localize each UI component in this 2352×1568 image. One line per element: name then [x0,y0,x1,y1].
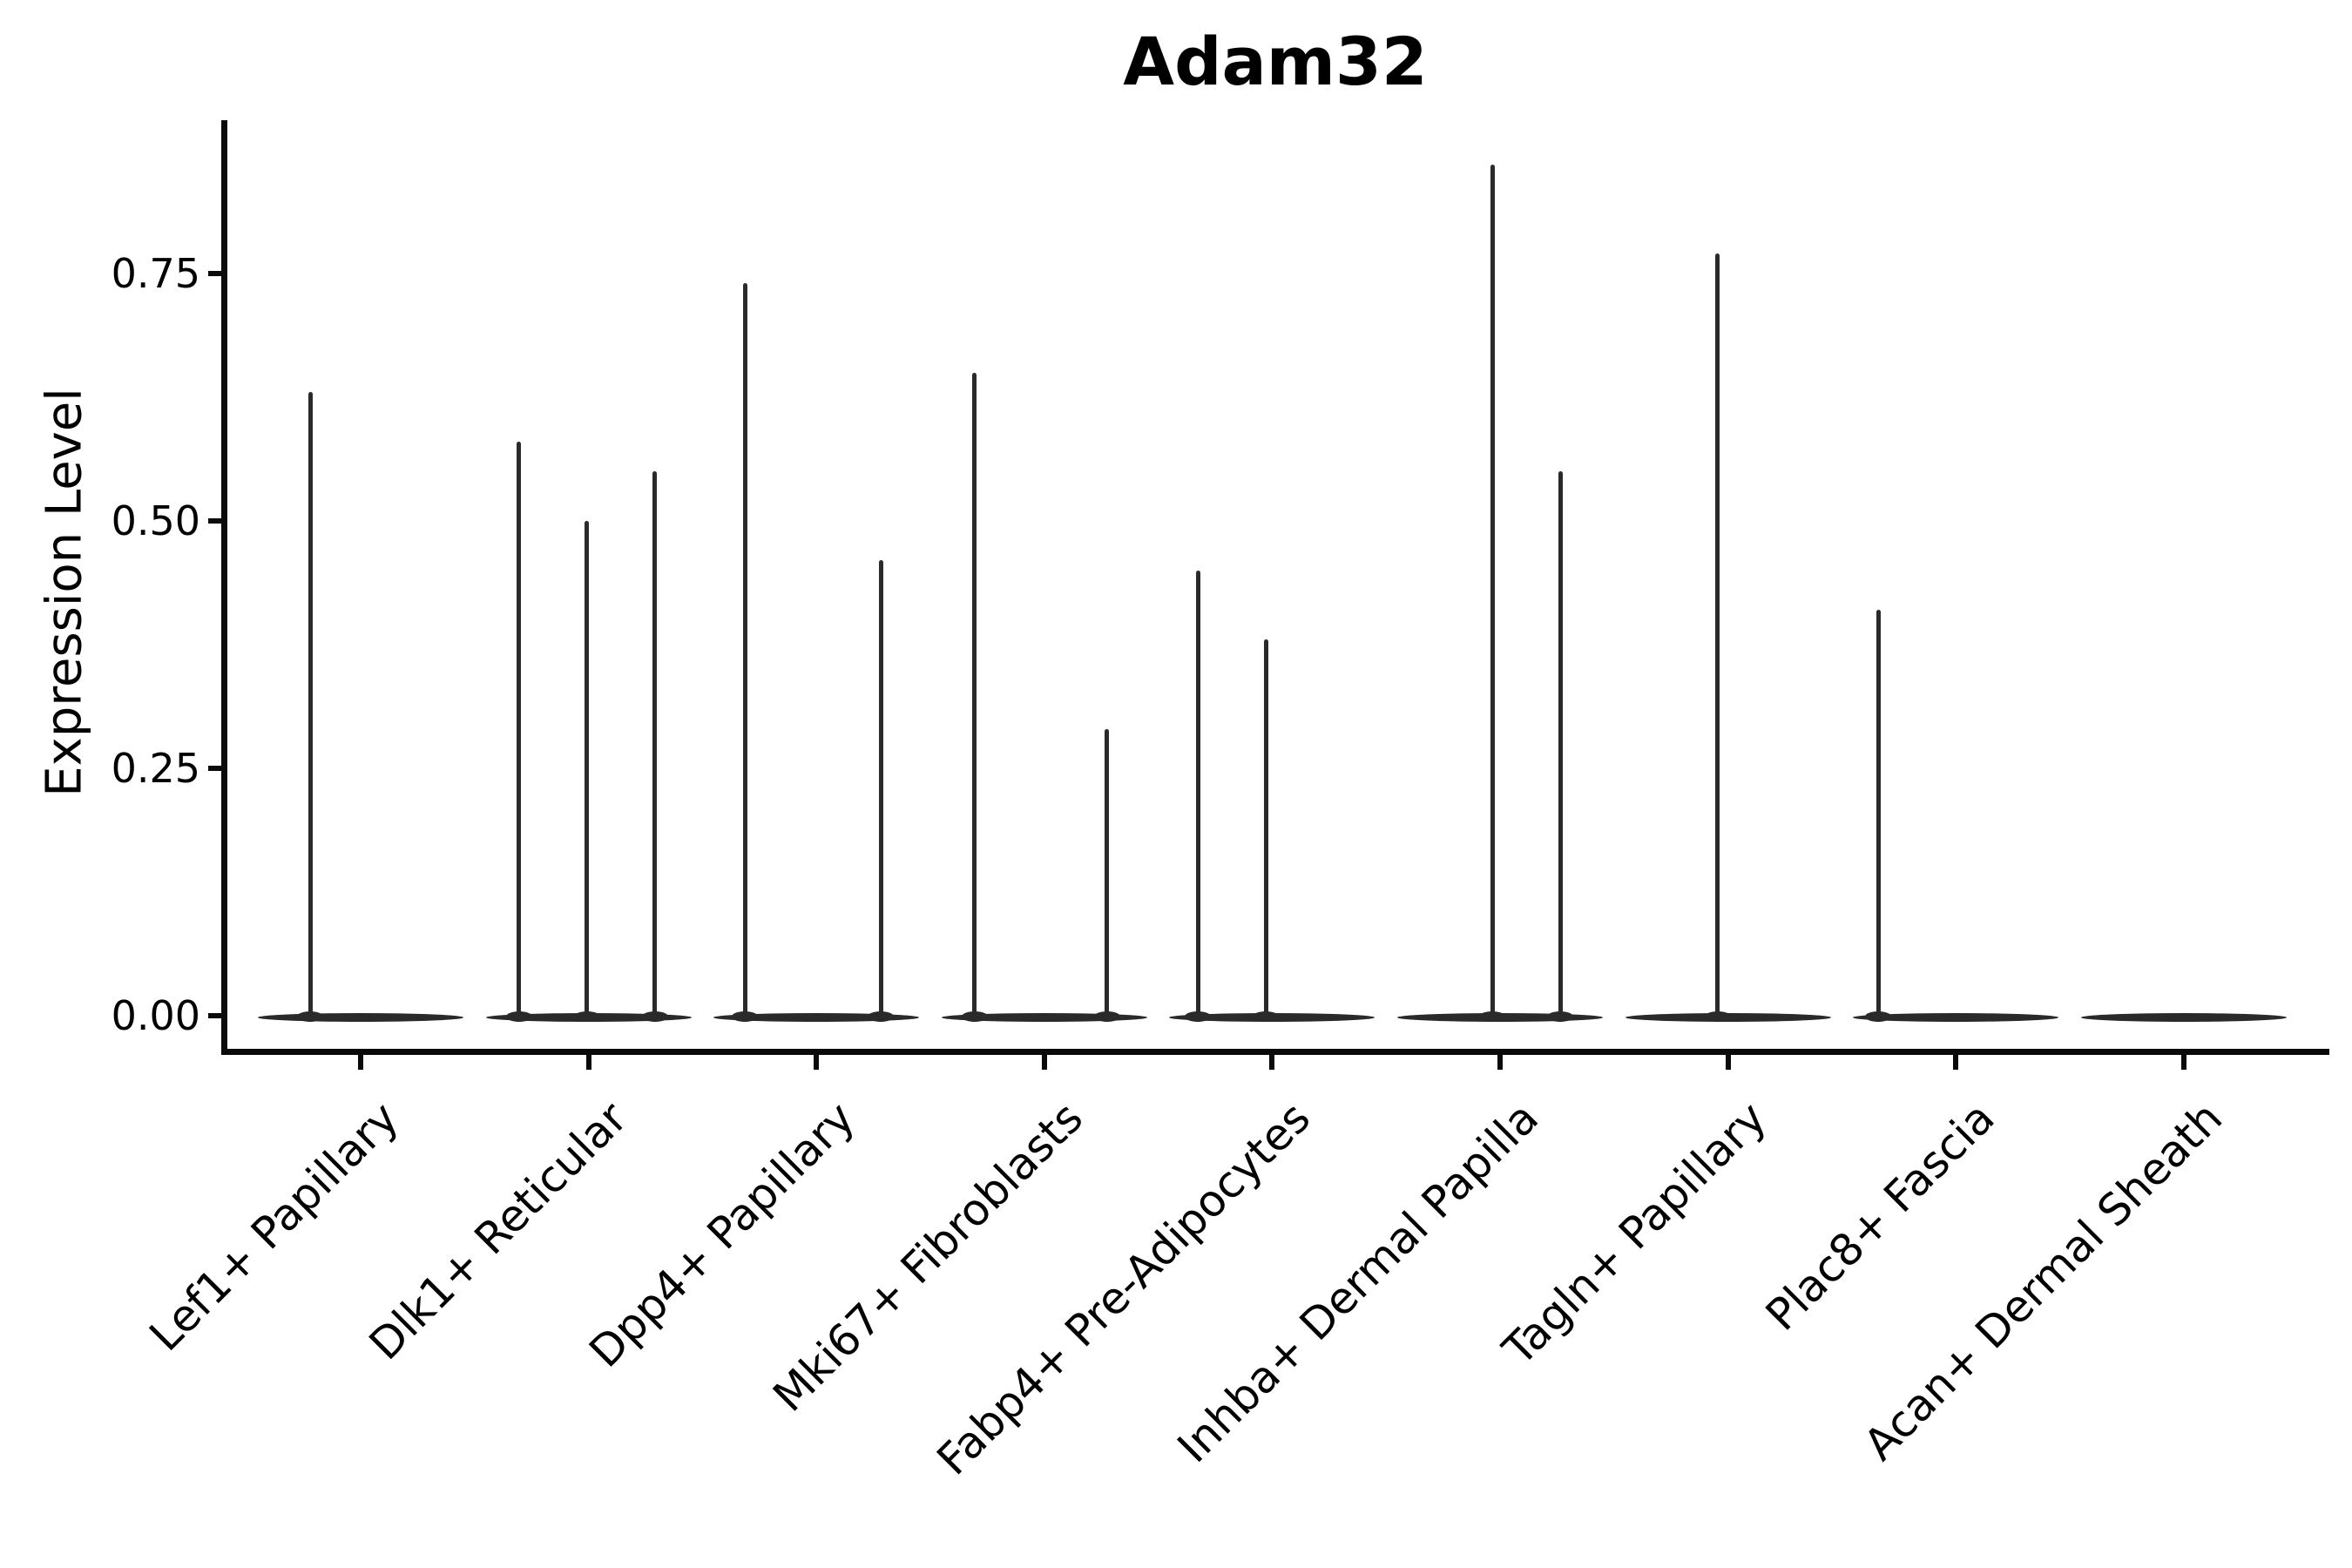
violin-spike [1263,639,1268,1022]
violin-spike [585,521,590,1022]
x-axis-line [221,1049,2329,1055]
x-axis-tick [814,1055,820,1070]
violin-spike [742,283,747,1022]
violin-spike [308,392,313,1022]
violin-spike [972,372,977,1022]
violin-spike [1558,471,1563,1022]
y-axis-tick [208,1013,221,1018]
violin-spike [1490,165,1495,1022]
violin-baseline [2080,1013,2287,1022]
violin-spike [1195,570,1200,1022]
violin-baseline [941,1013,1147,1022]
x-axis-tick [585,1055,591,1070]
violin-spike [1715,253,1720,1022]
x-axis-tick [1041,1055,1047,1070]
x-axis-tick [2180,1055,2186,1070]
y-axis-label: Expression Level [36,388,93,797]
y-axis-tick [208,518,221,524]
x-category-label: Lef1+ Papillary [139,1092,409,1362]
violin-spike [1105,728,1110,1022]
x-axis-tick [1269,1055,1275,1070]
y-tick-label: 0.50 [111,497,200,544]
violin-spike [878,560,883,1022]
violin-baseline [713,1013,920,1022]
x-category-label: Inhba+ Dermal Papilla [1167,1092,1549,1473]
y-axis-tick [208,271,221,276]
x-category-label: Plac8+ Fascia [1755,1092,2004,1341]
y-axis-line [221,120,227,1055]
x-axis-tick [1953,1055,1959,1070]
violin-spike [652,471,658,1022]
x-axis-tick [358,1055,363,1070]
violin-baseline [1853,1013,2059,1022]
x-axis-tick [1725,1055,1731,1070]
chart-title: Adam32 [1123,23,1428,100]
y-axis-tick [208,766,221,771]
violin-spike [517,442,522,1022]
y-tick-label: 0.25 [111,745,200,792]
violin-spike [1876,610,1881,1022]
x-axis-tick [1497,1055,1503,1070]
y-tick-label: 0.00 [111,992,200,1039]
violin-baseline [258,1013,463,1022]
y-tick-label: 0.75 [111,250,200,297]
x-category-label: Fabp4+ Pre-Adipocytes [927,1092,1321,1485]
